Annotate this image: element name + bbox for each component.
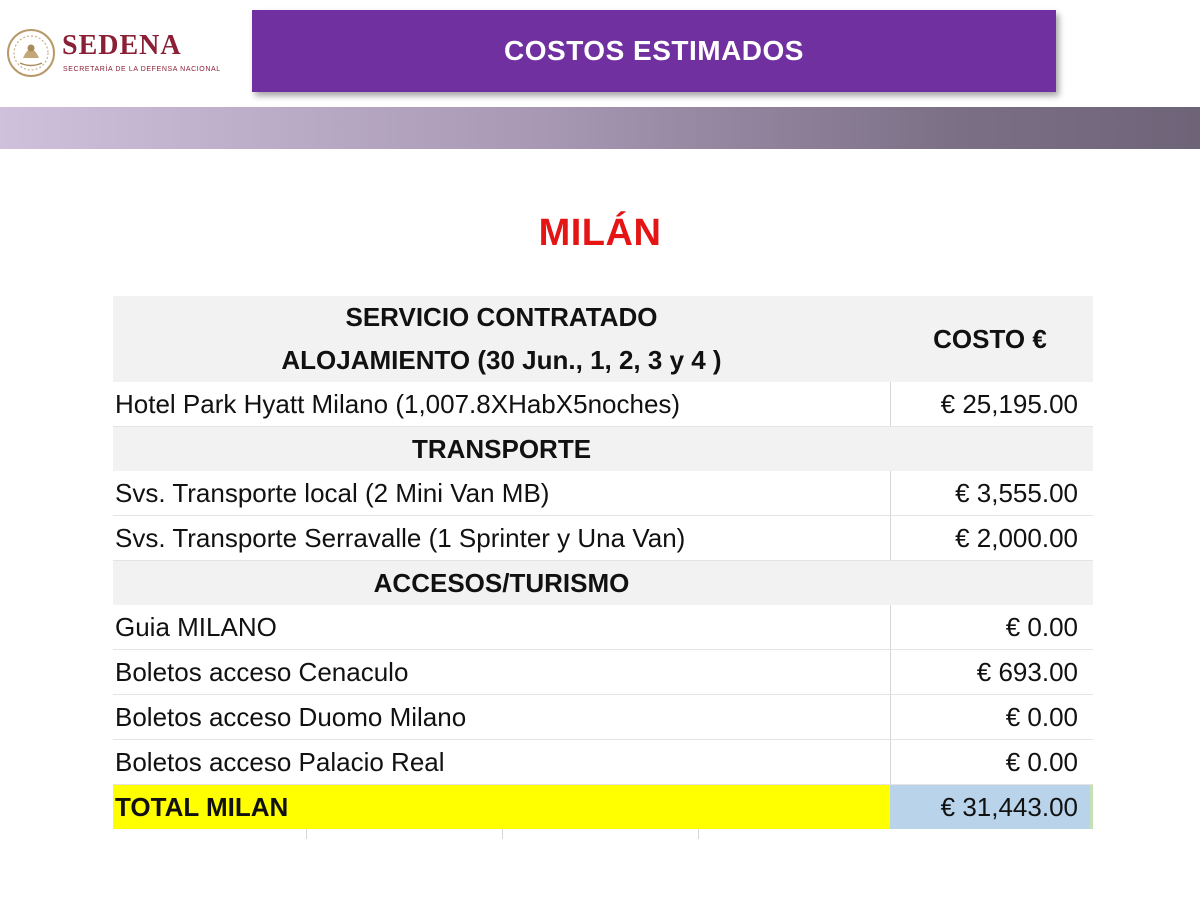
service-header-line2: ALOJAMIENTO (30 Jun., 1, 2, 3 y 4 ) bbox=[281, 345, 722, 375]
service-header-line1: SERVICIO CONTRATADO bbox=[345, 302, 658, 332]
city-title: MILÁN bbox=[538, 212, 662, 254]
service-cost: € 693.00 bbox=[890, 650, 1090, 694]
service-description: Svs. Transporte local (2 Mini Van MB) bbox=[115, 477, 550, 508]
service-cost: € 2,000.00 bbox=[890, 516, 1090, 560]
page-title-bar: COSTOS ESTIMADOS bbox=[252, 10, 1056, 92]
logo-brand-text: SEDENA bbox=[62, 30, 182, 61]
table-row: Hotel Park Hyatt Milano (1,007.8XHabX5no… bbox=[113, 382, 1093, 427]
page-title: COSTOS ESTIMADOS bbox=[504, 35, 804, 66]
section-row: TRANSPORTE bbox=[113, 427, 1093, 471]
service-description: Guia MILANO bbox=[115, 611, 277, 642]
service-description: Svs. Transporte Serravalle (1 Sprinter y… bbox=[115, 522, 686, 553]
table-row: Boletos acceso Duomo Milano € 0.00 bbox=[113, 695, 1093, 740]
table-row: Guia MILANO € 0.00 bbox=[113, 605, 1093, 650]
logo-subtitle: SECRETARÍA DE LA DEFENSA NACIONAL bbox=[63, 66, 221, 73]
service-description: Boletos acceso Duomo Milano bbox=[115, 701, 467, 732]
sedena-logo: SEDENA SECRETARÍA DE LA DEFENSA NACIONAL bbox=[6, 26, 238, 84]
service-header: SERVICIO CONTRATADO ALOJAMIENTO (30 Jun.… bbox=[113, 296, 890, 382]
national-seal-icon bbox=[7, 29, 55, 77]
service-cost: € 0.00 bbox=[890, 605, 1090, 649]
section-label: TRANSPORTE bbox=[411, 433, 592, 464]
total-label: TOTAL MILAN bbox=[113, 785, 890, 829]
table-empty-row bbox=[113, 829, 1093, 839]
cost-table: SERVICIO CONTRATADO ALOJAMIENTO (30 Jun.… bbox=[113, 296, 1093, 839]
decorative-gradient-band bbox=[0, 107, 1200, 149]
section-row: ACCESOS/TURISMO bbox=[113, 561, 1093, 605]
cost-header: COSTO € bbox=[933, 323, 1047, 354]
table-row: Svs. Transporte local (2 Mini Van MB) € 3… bbox=[113, 471, 1093, 516]
section-label: ACCESOS/TURISMO bbox=[373, 567, 630, 598]
service-cost: € 3,555.00 bbox=[890, 471, 1090, 515]
total-row: TOTAL MILAN € 31,443.00 bbox=[113, 785, 1093, 829]
table-body: Hotel Park Hyatt Milano (1,007.8XHabX5no… bbox=[113, 382, 1093, 785]
service-description: Hotel Park Hyatt Milano (1,007.8XHabX5no… bbox=[115, 388, 681, 419]
table-row: Boletos acceso Cenaculo € 693.00 bbox=[113, 650, 1093, 695]
table-row: Svs. Transporte Serravalle (1 Sprinter y… bbox=[113, 516, 1093, 561]
service-cost: € 25,195.00 bbox=[890, 382, 1090, 426]
service-description: Boletos acceso Palacio Real bbox=[115, 746, 445, 777]
service-cost: € 0.00 bbox=[890, 740, 1090, 784]
total-value: € 31,443.00 bbox=[890, 785, 1090, 829]
total-edge-marker bbox=[1090, 785, 1093, 829]
table-row: Boletos acceso Palacio Real € 0.00 bbox=[113, 740, 1093, 785]
service-cost: € 0.00 bbox=[890, 695, 1090, 739]
service-description: Boletos acceso Cenaculo bbox=[115, 656, 409, 687]
table-header-row: SERVICIO CONTRATADO ALOJAMIENTO (30 Jun.… bbox=[113, 296, 1093, 382]
